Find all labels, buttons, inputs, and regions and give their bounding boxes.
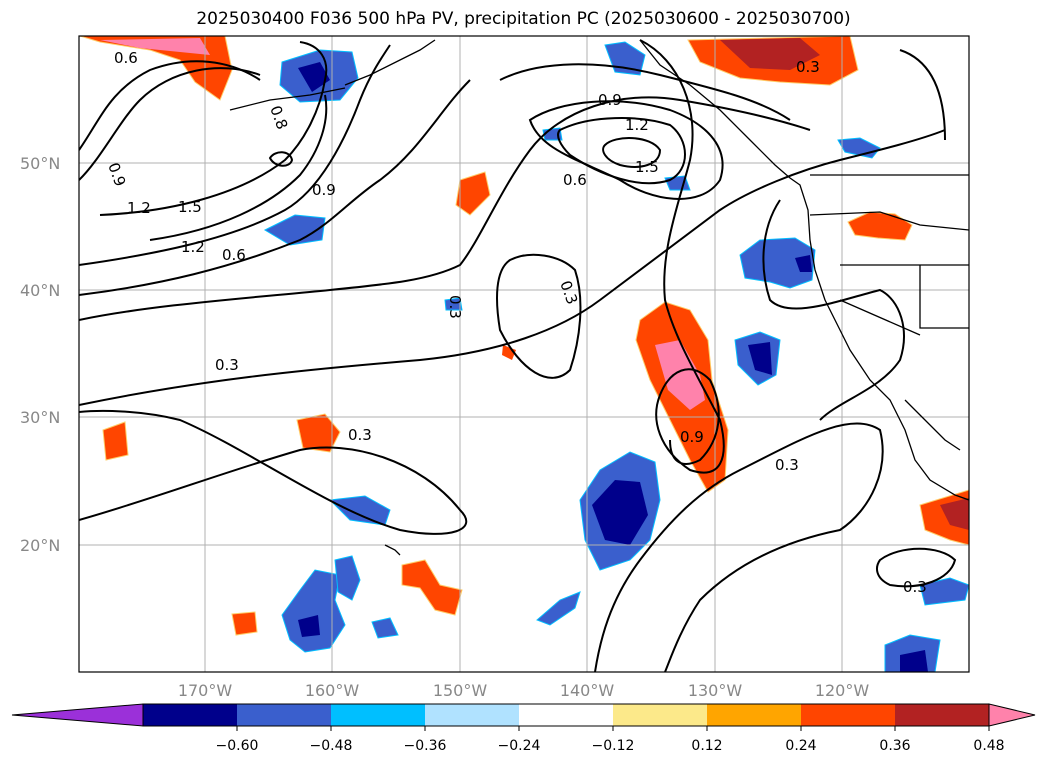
colorbar-tick-label: −0.48 bbox=[310, 738, 353, 754]
lat-label: 40°N bbox=[20, 281, 60, 300]
contour-label-group: 0.6 0.9 1.2 1.5 1.2 0.9 0.6 0.3 0.3 0.3 … bbox=[104, 49, 927, 596]
colorbar-extend-right bbox=[988, 703, 1036, 727]
map-title: 2025030400 F036 500 hPa PV, precipitatio… bbox=[196, 9, 851, 29]
colorbar-tick-label: −0.36 bbox=[404, 738, 447, 754]
lon-label: 120°W bbox=[815, 681, 870, 700]
contour-label: 0.3 bbox=[796, 58, 820, 76]
colorbar-cell bbox=[143, 704, 238, 726]
colorbar-cell bbox=[895, 704, 990, 726]
contour-label: 0.3 bbox=[215, 356, 239, 374]
colorbar-tick-label: 0.24 bbox=[785, 738, 816, 754]
precip-positive-areas bbox=[79, 36, 969, 636]
map-frame bbox=[78, 35, 970, 673]
colorbar-cell bbox=[519, 704, 614, 726]
colorbar-tick-label: 0.12 bbox=[691, 738, 722, 754]
contour-label: 0.6 bbox=[563, 171, 587, 189]
contour-label: 1.2 bbox=[181, 238, 205, 256]
contour-label: 0.9 bbox=[598, 91, 622, 109]
longitude-labels: 170°W 160°W 150°W 140°W 130°W 120°W bbox=[178, 681, 870, 700]
colorbar-tick-label: −0.12 bbox=[592, 738, 635, 754]
pv-contours bbox=[79, 39, 957, 672]
contour-label: 0.3 bbox=[775, 456, 799, 474]
contour-label: 0.6 bbox=[114, 49, 138, 67]
contour-label: 0.9 bbox=[312, 181, 336, 199]
colorbar-cell bbox=[237, 704, 332, 726]
contour-label: 0.3 bbox=[446, 295, 464, 319]
lon-label: 150°W bbox=[433, 681, 488, 700]
precip-negative-areas bbox=[263, 41, 969, 672]
latitude-labels: 50°N 40°N 30°N 20°N bbox=[20, 154, 60, 555]
colorbar-cell bbox=[331, 704, 426, 726]
map-area: 0.6 0.9 1.2 1.5 1.2 0.9 0.6 0.3 0.3 0.3 … bbox=[79, 36, 969, 672]
lat-label: 50°N bbox=[20, 154, 60, 173]
contour-label: 0.3 bbox=[348, 426, 372, 444]
colorbar: −0.60 −0.48 −0.36 −0.24 −0.12 0.12 0.24 0.36 0.4… bbox=[11, 703, 1036, 754]
lon-label: 130°W bbox=[688, 681, 743, 700]
colorbar-cell bbox=[425, 704, 520, 726]
colorbar-tick-label: −0.24 bbox=[498, 738, 541, 754]
contour-label: 0.3 bbox=[903, 578, 927, 596]
coastlines bbox=[229, 39, 969, 556]
colorbar-cell bbox=[613, 704, 708, 726]
colorbar-tick-label: −0.60 bbox=[216, 738, 259, 754]
colorbar-extend-left bbox=[11, 703, 144, 727]
contour-label: 1.2 bbox=[625, 116, 649, 134]
lon-label: 140°W bbox=[560, 681, 615, 700]
contour-label: 0.9 bbox=[680, 428, 704, 446]
lat-label: 30°N bbox=[20, 408, 60, 427]
contour-label: 1.5 bbox=[635, 158, 659, 176]
lat-label: 20°N bbox=[20, 536, 60, 555]
lon-label: 170°W bbox=[178, 681, 233, 700]
lon-label: 160°W bbox=[305, 681, 360, 700]
colorbar-tick-label: 0.48 bbox=[973, 738, 1004, 754]
colorbar-tick-label: 0.36 bbox=[879, 738, 910, 754]
colorbar-cell bbox=[801, 704, 896, 726]
contour-label: 1.5 bbox=[178, 198, 202, 216]
contour-label: 0.6 bbox=[222, 246, 246, 264]
contour-label: 1.2 bbox=[127, 199, 151, 217]
colorbar-cell bbox=[707, 704, 802, 726]
